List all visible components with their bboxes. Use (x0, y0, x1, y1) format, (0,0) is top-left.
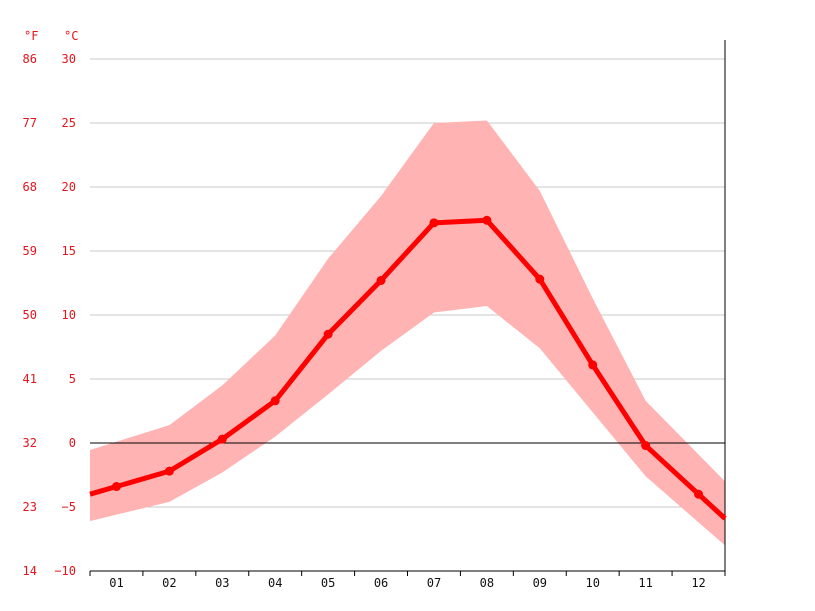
data-point (694, 489, 704, 499)
data-point (641, 441, 651, 451)
data-point (588, 360, 598, 370)
y-tick-label-celsius: 20 (62, 180, 76, 194)
data-point (217, 434, 227, 444)
x-tick-label: 06 (374, 576, 388, 590)
data-point (164, 466, 174, 476)
x-tick-label: 01 (109, 576, 123, 590)
y-tick-label-celsius: −10 (54, 564, 76, 578)
data-point (111, 482, 121, 492)
x-tick-label: 02 (162, 576, 176, 590)
data-point (429, 218, 439, 228)
x-tick-label: 09 (533, 576, 547, 590)
data-points (111, 215, 704, 499)
x-tick-label: 10 (585, 576, 599, 590)
x-tick-label: 11 (638, 576, 652, 590)
y-tick-label-celsius: 0 (69, 436, 76, 450)
y-tick-label-fahrenheit: 77 (23, 116, 37, 130)
x-tick-label: 07 (427, 576, 441, 590)
y-tick-label-fahrenheit: 86 (23, 52, 37, 66)
x-tick-label: 12 (691, 576, 705, 590)
x-axis-ticks: 01 02 03 04 05 06 07 08 09 10 11 12 (89, 571, 726, 590)
y-tick-label-celsius: 25 (62, 116, 76, 130)
celsius-unit-label: °C (64, 29, 78, 43)
y-tick-label-fahrenheit: 50 (23, 308, 37, 322)
fahrenheit-unit-label: °F (24, 29, 38, 43)
y-tick-label-fahrenheit: 68 (23, 180, 37, 194)
y-tick-label-celsius: 5 (69, 372, 76, 386)
y-tick-label-celsius: −5 (62, 500, 76, 514)
data-point (482, 215, 492, 225)
x-tick-label: 03 (215, 576, 229, 590)
y-tick-label-fahrenheit: 59 (23, 244, 37, 258)
temperature-range-band (90, 120, 725, 546)
y-tick-label-celsius: 30 (62, 52, 76, 66)
data-point (323, 329, 333, 339)
average-temperature-line (89, 217, 727, 521)
x-tick-label: 05 (321, 576, 335, 590)
y-tick-label-fahrenheit: 14 (23, 564, 37, 578)
data-point (270, 396, 280, 406)
y-axis-ticks: −10 14 −5 23 0 32 5 41 10 50 15 59 20 68 25 77 30 86 (23, 52, 76, 578)
y-tick-label-fahrenheit: 23 (23, 500, 37, 514)
data-point (535, 274, 545, 284)
y-tick-label-celsius: 10 (62, 308, 76, 322)
x-tick-label: 04 (268, 576, 282, 590)
x-tick-label: 08 (480, 576, 494, 590)
y-tick-label-celsius: 15 (62, 244, 76, 258)
y-tick-label-fahrenheit: 41 (23, 372, 37, 386)
data-point (376, 275, 386, 285)
y-tick-label-fahrenheit: 32 (23, 436, 37, 450)
